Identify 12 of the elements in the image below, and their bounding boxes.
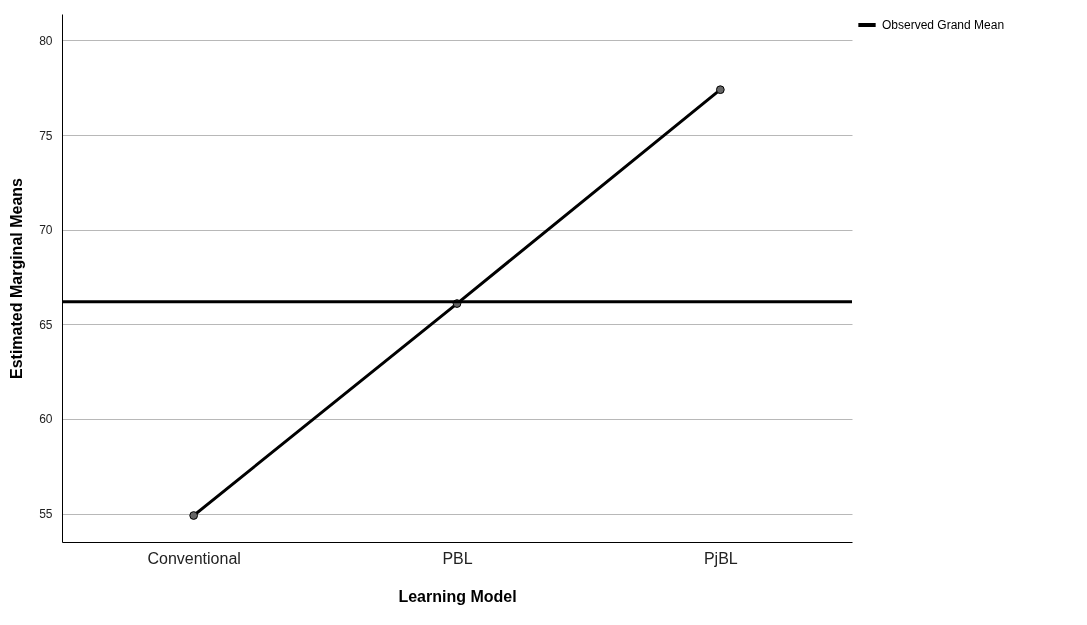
y-tick-label: 65: [39, 317, 53, 332]
y-tick-label: 75: [39, 128, 53, 143]
y-axis-title: Estimated Marginal Means: [8, 177, 26, 379]
y-tick-label: 70: [39, 223, 53, 238]
y-tick-label: 80: [39, 33, 53, 48]
x-tick-label: Conventional: [147, 549, 241, 567]
x-tick-label: PjBL: [703, 549, 738, 567]
y-tick-label: 55: [39, 507, 53, 522]
x-tick-label: PBL: [442, 549, 473, 567]
x-axis-title: Learning Model: [398, 587, 517, 605]
y-tick-label: 60: [39, 412, 53, 427]
legend-label: Observed Grand Mean: [882, 18, 1005, 32]
